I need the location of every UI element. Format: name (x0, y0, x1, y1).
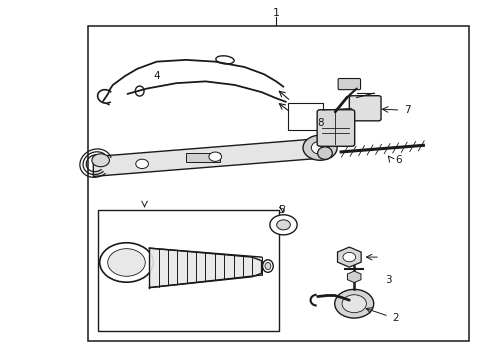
Text: 5: 5 (277, 206, 284, 216)
Circle shape (269, 215, 297, 235)
Circle shape (100, 243, 153, 282)
Circle shape (92, 154, 109, 167)
Text: 1: 1 (272, 8, 279, 18)
Ellipse shape (317, 147, 331, 159)
Circle shape (341, 295, 366, 313)
FancyBboxPatch shape (337, 78, 360, 90)
Text: 4: 4 (153, 71, 160, 81)
Bar (88, 26, 468, 341)
Circle shape (303, 135, 336, 160)
Circle shape (342, 252, 355, 262)
FancyBboxPatch shape (317, 110, 354, 146)
Circle shape (136, 159, 148, 168)
Bar (288, 103, 322, 130)
Circle shape (107, 249, 145, 276)
Text: 2: 2 (391, 313, 398, 323)
Circle shape (334, 289, 373, 318)
Polygon shape (93, 139, 317, 176)
Text: 3: 3 (384, 275, 391, 285)
Circle shape (311, 141, 328, 154)
Bar (185, 153, 220, 162)
FancyBboxPatch shape (348, 96, 380, 121)
Text: 8: 8 (316, 118, 323, 128)
Ellipse shape (215, 56, 234, 64)
Ellipse shape (264, 262, 270, 270)
Circle shape (276, 220, 290, 230)
Circle shape (208, 152, 221, 161)
Ellipse shape (262, 260, 273, 273)
Text: 6: 6 (394, 155, 401, 165)
Bar (98, 211, 278, 330)
Ellipse shape (135, 86, 144, 96)
Text: 7: 7 (404, 105, 410, 115)
